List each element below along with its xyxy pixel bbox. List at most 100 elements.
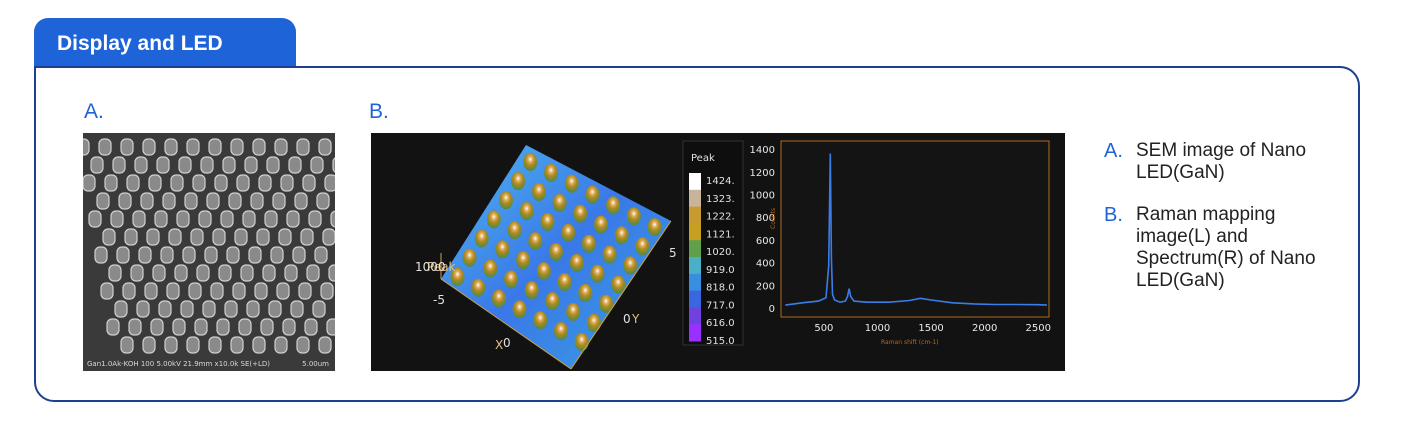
sem-pillar — [116, 246, 130, 264]
sem-pillar — [180, 300, 194, 318]
map-peak — [511, 172, 526, 191]
sem-pillar — [252, 138, 266, 156]
spectrum-y-tick-label: 200 — [756, 281, 775, 292]
colorbar-tick-label: 717.0 — [706, 300, 735, 311]
sem-pillar — [122, 282, 136, 300]
sem-pillar — [254, 282, 268, 300]
sem-pillar — [172, 318, 186, 336]
sem-pillar — [158, 300, 172, 318]
sem-pillar — [300, 228, 314, 246]
sem-pillar — [188, 282, 202, 300]
sem-pillar — [318, 336, 332, 354]
sem-pillar — [142, 336, 156, 354]
sem-pillar — [298, 282, 312, 300]
colorbar-tick-label: 1222. — [706, 212, 735, 223]
raman-image: Peak 1000 -5 0 X 0 Y 5 Peak 1424. 1323. 12… — [371, 133, 1065, 371]
sem-pillar — [168, 228, 182, 246]
sem-pillar — [284, 264, 298, 282]
colorbar: Peak 1424. 1323. 1222. 1121. 1020. 919.0 818.0… — [682, 140, 744, 347]
spectrum-y-ticks: 0 200 400 600 800 1000 1200 1400 — [750, 145, 775, 315]
caption-b-text: Raman mapping image(L) and Spectrum(R) o… — [1136, 204, 1316, 291]
sem-pillar — [274, 138, 288, 156]
map-peaks — [450, 153, 662, 351]
sem-pillar — [268, 300, 282, 318]
map-peak — [471, 278, 486, 297]
map-peak — [536, 262, 551, 281]
panel-a-label: A. — [84, 100, 104, 123]
spectrum-x-ticks: 500 1000 1500 2000 2500 — [814, 323, 1051, 334]
panel-b-label: B. — [369, 100, 389, 123]
sem-pillar — [314, 246, 328, 264]
sem-pillar — [240, 264, 254, 282]
map-y-label: Y — [631, 312, 640, 326]
sem-pillar — [230, 336, 244, 354]
sem-pillar — [218, 264, 232, 282]
colorbar-tick-label: 616.0 — [706, 318, 735, 329]
sem-pillar — [294, 192, 308, 210]
map-peak — [561, 223, 576, 242]
colorbar-swatch — [689, 290, 701, 308]
sem-pillar — [234, 228, 248, 246]
sem-caption-left: Gan1.0Ak-KOH 100 5.00kV 21.9mm x10.0k SE… — [87, 360, 271, 368]
sem-pillar — [198, 210, 212, 228]
sem-pillar — [296, 138, 310, 156]
map-x-axis — [440, 278, 572, 370]
sem-pillar — [210, 282, 224, 300]
map-peak — [491, 289, 506, 308]
map-peak — [611, 275, 626, 294]
sem-pillar — [96, 192, 110, 210]
map-z-tick: 1000 — [415, 260, 446, 274]
sem-pillar — [322, 228, 335, 246]
spectrum-y-tick-label: 600 — [756, 236, 775, 247]
map-peak — [474, 229, 489, 248]
sem-pillar — [316, 192, 330, 210]
sem-pillar — [156, 156, 170, 174]
map-peak — [507, 221, 522, 240]
colorbar-swatch — [689, 189, 701, 208]
sem-pillar — [102, 228, 116, 246]
map-peak — [552, 193, 567, 212]
sem-pillar — [146, 228, 160, 246]
colorbar-labels: 1424. 1323. 1222. 1121. 1020. 919.0 818.0 717.0… — [706, 176, 735, 347]
sem-pillar — [326, 318, 335, 336]
sem-pillar — [230, 138, 244, 156]
colorbar-tick-label: 818.0 — [706, 283, 735, 294]
caption-b-letter: B. — [1104, 204, 1123, 226]
sem-pillar — [320, 282, 334, 300]
sem-pillar — [250, 192, 264, 210]
sem-pillar — [224, 300, 238, 318]
sem-pillar — [236, 174, 250, 192]
sem-pillar — [246, 300, 260, 318]
map-peak — [528, 232, 543, 251]
map-peak — [462, 248, 477, 267]
map-peak — [569, 253, 584, 272]
sem-pillar — [112, 156, 126, 174]
colorbar-tick-label: 515.0 — [706, 336, 735, 347]
sem-pillar-array — [83, 133, 335, 371]
sem-pillar — [274, 336, 288, 354]
sem-pillar — [178, 156, 192, 174]
colorbar-swatch — [689, 324, 701, 342]
caption-a: A. SEM image of Nano LED(GaN) — [1104, 140, 1354, 184]
colorbar-tick-label: 919.0 — [706, 265, 735, 276]
spectrum-x-tick-label: 1500 — [918, 323, 943, 334]
captions: A. SEM image of Nano LED(GaN) B. Raman m… — [1104, 140, 1354, 312]
sem-pillar — [166, 282, 180, 300]
sem-pillar — [150, 318, 164, 336]
map-peak — [602, 245, 617, 264]
sem-pillar — [192, 174, 206, 192]
map-z-label: Peak — [427, 260, 456, 274]
sem-pillar — [118, 192, 132, 210]
colorbar-swatches — [689, 173, 701, 342]
sem-pillar — [194, 318, 208, 336]
sem-pillar — [242, 210, 256, 228]
sem-pillar — [258, 174, 272, 192]
colorbar-swatch — [689, 223, 701, 241]
sem-pillar — [98, 138, 112, 156]
sem-pillar — [120, 336, 134, 354]
map-peak — [590, 264, 605, 283]
map-x-tick-neg5: -5 — [433, 293, 445, 307]
sem-pillar — [90, 156, 104, 174]
map-peak — [586, 313, 601, 332]
sem-pillar — [310, 156, 324, 174]
